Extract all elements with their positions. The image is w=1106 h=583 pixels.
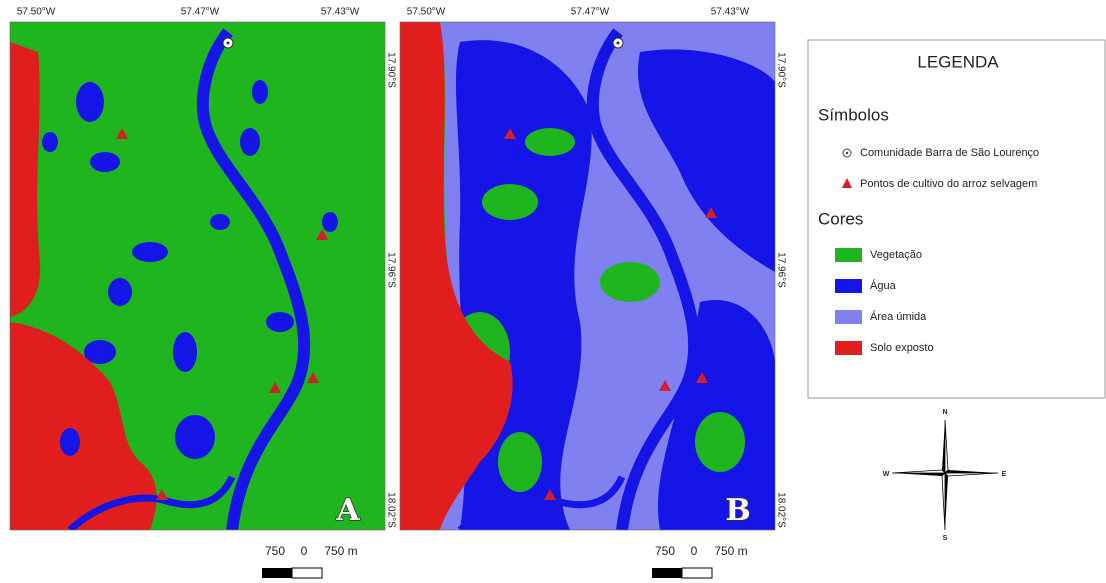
compass-arm bbox=[945, 420, 948, 473]
legend-swatch bbox=[835, 310, 862, 324]
legend-label: Solo exposto bbox=[870, 342, 934, 354]
compass-arm bbox=[892, 473, 945, 476]
latitude-label: 17.90°S bbox=[385, 52, 396, 88]
scale-label: 750 bbox=[265, 544, 285, 558]
vegetation-patch bbox=[498, 432, 542, 492]
lake bbox=[76, 82, 104, 122]
longitude-label: 57.50°W bbox=[17, 7, 56, 18]
compass-s: S bbox=[943, 535, 948, 542]
latitude-label: 17.96°S bbox=[385, 252, 396, 288]
legend-label: Área úmida bbox=[870, 310, 927, 323]
lake bbox=[84, 340, 116, 364]
latitude-label: 18.02°S bbox=[385, 492, 396, 528]
scale-bar-white bbox=[292, 568, 322, 578]
scale-bar-white bbox=[682, 568, 712, 578]
map-panel: A 57.50°W 57.47°W 57.43°W 17.90°S 17.96°S 18.0… bbox=[10, 7, 396, 578]
panel-letter: B bbox=[725, 493, 750, 528]
map-area bbox=[10, 22, 385, 530]
maps: A 57.50°W 57.47°W 57.43°W 17.90°S 17.96°S 18.0… bbox=[10, 7, 786, 578]
symbols-heading: Símbolos bbox=[818, 105, 889, 124]
lake bbox=[132, 242, 168, 262]
longitude-label: 57.50°W bbox=[407, 7, 446, 18]
vegetation-patch bbox=[695, 412, 745, 472]
scale-label: 0 bbox=[691, 544, 698, 558]
lake bbox=[42, 132, 58, 152]
longitude-label: 57.43°W bbox=[711, 7, 750, 18]
longitude-label: 57.47°W bbox=[181, 7, 220, 18]
legend-swatch bbox=[835, 279, 862, 293]
vegetation-patch bbox=[600, 262, 660, 302]
legend-label: Água bbox=[870, 279, 897, 292]
compass-arm bbox=[892, 470, 945, 473]
scale-label: 0 bbox=[301, 544, 308, 558]
scale-bar-black bbox=[652, 568, 682, 578]
legend-swatch bbox=[835, 248, 862, 262]
vegetation-patch bbox=[482, 184, 538, 220]
map-area bbox=[400, 22, 775, 530]
latitude-label: 18.02°S bbox=[775, 492, 786, 528]
longitude-label: 57.47°W bbox=[571, 7, 610, 18]
latitude-label: 17.96°S bbox=[775, 252, 786, 288]
map-panel: B 57.50°W 57.47°W 57.43°W 17.90°S 17.96°S 18.0… bbox=[400, 7, 786, 578]
compass-arm bbox=[942, 420, 945, 473]
symbol-label: Pontos de cultivo do arroz selvagem bbox=[860, 178, 1037, 190]
lake bbox=[240, 128, 260, 156]
longitude-label: 57.43°W bbox=[321, 7, 360, 18]
compass-arm bbox=[945, 473, 998, 476]
lake bbox=[252, 80, 268, 104]
legend-title: LEGENDA bbox=[917, 52, 999, 71]
community-symbol-dot bbox=[846, 152, 848, 154]
exposed-soil bbox=[10, 42, 40, 317]
figure: A 57.50°W 57.47°W 57.43°W 17.90°S 17.96°S 18.0… bbox=[0, 0, 1106, 583]
latitude-label: 17.90°S bbox=[775, 52, 786, 88]
lake bbox=[173, 332, 197, 372]
scale-label: 750 bbox=[655, 544, 675, 558]
panel-letter: A bbox=[335, 493, 360, 528]
compass-n: N bbox=[942, 409, 947, 416]
community-marker-dot bbox=[617, 42, 620, 45]
compass-arm bbox=[945, 473, 948, 530]
community-marker-dot bbox=[227, 42, 230, 45]
lake bbox=[90, 152, 120, 172]
vegetation-patch bbox=[525, 128, 575, 156]
scale-label: 750 m bbox=[324, 544, 357, 558]
compass-w: W bbox=[883, 471, 890, 478]
lake bbox=[210, 214, 230, 230]
lake bbox=[108, 278, 132, 306]
lake bbox=[322, 212, 338, 232]
compass: N S E W bbox=[883, 409, 1007, 542]
lake bbox=[60, 428, 80, 456]
lake bbox=[175, 415, 215, 459]
legend-label: Vegetação bbox=[870, 249, 922, 261]
compass-arm bbox=[945, 470, 998, 473]
colors-heading: Cores bbox=[818, 209, 863, 228]
legend-swatch bbox=[835, 341, 862, 355]
compass-arm bbox=[942, 473, 945, 530]
compass-e: E bbox=[1002, 471, 1007, 478]
scale-bar-black bbox=[262, 568, 292, 578]
lake bbox=[266, 312, 294, 332]
scale-label: 750 m bbox=[714, 544, 747, 558]
symbol-label: Comunidade Barra de São Lourenço bbox=[860, 147, 1039, 159]
